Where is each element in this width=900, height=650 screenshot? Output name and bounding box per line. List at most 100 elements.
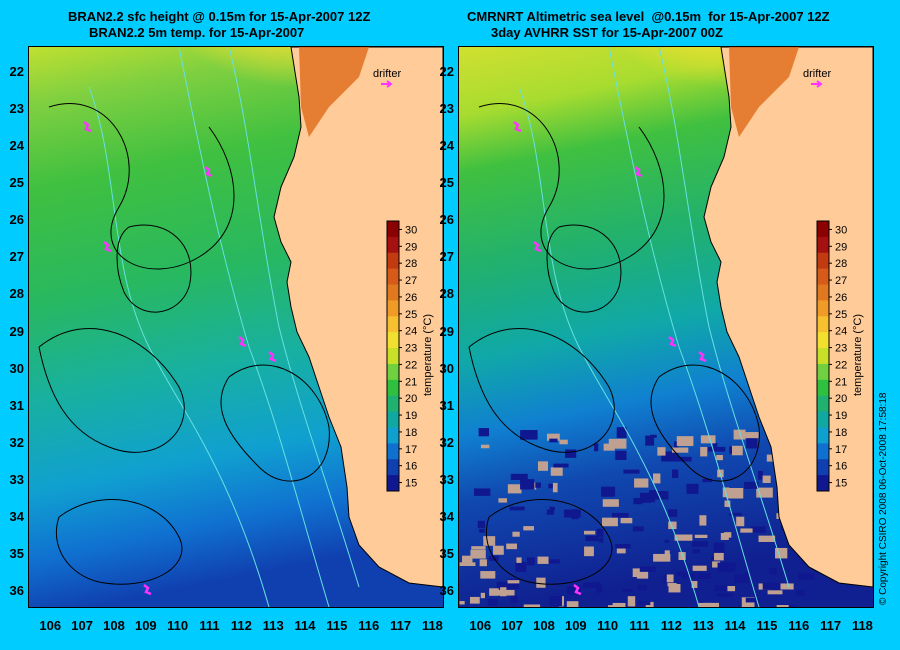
missing-data-pixel	[759, 536, 776, 542]
longitude-label: 112	[655, 618, 687, 633]
colorbar-segment	[817, 396, 829, 412]
missing-data-pixel	[669, 584, 681, 592]
missing-data-pixel	[745, 432, 759, 438]
latitude-label: 31	[432, 398, 454, 413]
colorbar-tick-label: 23	[835, 343, 847, 355]
missing-data-pixel	[653, 473, 660, 483]
colorbar-segment	[817, 443, 829, 459]
missing-data-pixel	[567, 601, 579, 607]
copyright-text: © Copyright CSIRO 2008 06-Oct-2008 17:58…	[878, 393, 889, 606]
colorbar-tick-label: 19	[405, 410, 417, 422]
colorbar-tick-label: 27	[405, 275, 417, 287]
missing-data-pixel	[622, 589, 632, 592]
missing-data-pixel	[594, 443, 598, 451]
missing-data-pixel	[736, 517, 744, 527]
colorbar-tick-label: 21	[405, 376, 417, 388]
missing-data-pixel	[700, 447, 707, 456]
missing-data-pixel	[775, 548, 787, 558]
missing-data-pixel	[746, 598, 760, 603]
missing-data-pixel	[708, 447, 725, 452]
missing-data-pixel	[701, 435, 716, 443]
colorbar-segment	[817, 269, 829, 285]
missing-data-pixel	[459, 601, 464, 604]
latitude-label: 31	[2, 398, 24, 413]
missing-data-pixel	[583, 582, 600, 587]
missing-data-pixel	[628, 596, 635, 606]
latitude-label: 29	[2, 324, 24, 339]
longitude-label: 112	[225, 618, 257, 633]
longitude-label: 108	[98, 618, 130, 633]
missing-data-pixel	[751, 526, 766, 533]
missing-data-pixel	[763, 476, 771, 483]
latitude-label: 22	[2, 64, 24, 79]
missing-data-pixel	[488, 599, 498, 606]
missing-data-pixel	[796, 590, 804, 596]
longitude-label: 118	[416, 618, 448, 633]
missing-data-pixel	[511, 474, 528, 480]
colorbar-tick-label: 28	[835, 258, 847, 270]
latitude-label: 24	[432, 138, 454, 153]
latitude-label: 35	[2, 546, 24, 561]
missing-data-pixel	[553, 483, 558, 492]
missing-data-pixel	[550, 596, 562, 606]
missing-data-pixel	[714, 553, 724, 560]
missing-data-pixel	[553, 464, 568, 468]
colorbar-segment	[387, 427, 399, 443]
missing-data-pixel	[460, 562, 476, 566]
colorbar-segment	[387, 269, 399, 285]
longitude-label: 111	[194, 618, 226, 633]
missing-data-pixel	[716, 455, 723, 460]
missing-data-pixel	[474, 488, 490, 495]
left-sst-map: drifter30292827262524232221201918171615t…	[29, 47, 443, 607]
colorbar-tick-label: 20	[835, 393, 847, 405]
colorbar-tick-label: 29	[835, 241, 847, 253]
missing-data-pixel	[664, 540, 669, 543]
latitude-label: 29	[432, 324, 454, 339]
missing-data-pixel	[471, 546, 485, 549]
colorbar-segment	[387, 380, 399, 396]
missing-data-pixel	[479, 428, 489, 436]
missing-data-pixel	[548, 484, 553, 489]
colorbar-segment	[817, 475, 829, 491]
latitude-label: 25	[2, 175, 24, 190]
missing-data-pixel	[699, 515, 706, 525]
longitude-label: 110	[592, 618, 624, 633]
missing-data-pixel	[718, 563, 736, 573]
colorbar-tick-label: 24	[405, 326, 417, 338]
right-title-line2: 3day AVHRR SST for 15-Apr-2007 00Z	[491, 25, 723, 40]
longitude-label: 113	[257, 618, 289, 633]
missing-data-pixel	[686, 484, 698, 494]
missing-data-pixel	[603, 499, 619, 507]
missing-data-pixel	[724, 532, 731, 538]
right-map-panel: drifter 30 29 28 27 26 25 24 23 22 21 20 19 18 17 16 15 t…	[458, 46, 874, 608]
missing-data-pixel	[520, 479, 534, 489]
missing-data-pixel	[623, 470, 639, 474]
colorbar-tick-label: 26	[405, 292, 417, 304]
latitude-label: 30	[432, 361, 454, 376]
latitude-label: 32	[2, 435, 24, 450]
colorbar-tick-label: 19	[835, 410, 847, 422]
colorbar-segment	[817, 316, 829, 332]
missing-data-pixel	[798, 573, 814, 580]
colorbar-segment	[817, 221, 829, 237]
colorbar-segment	[817, 237, 829, 253]
left-title-line1: BRAN2.2 sfc height @ 0.15m for 15-Apr-20…	[68, 9, 370, 24]
missing-data-pixel	[714, 586, 727, 592]
missing-data-pixel	[677, 436, 694, 446]
colorbar-tick-label: 27	[835, 275, 847, 287]
colorbar-tick-label: 22	[405, 359, 417, 371]
latitude-label: 26	[2, 212, 24, 227]
missing-data-pixel	[640, 567, 656, 572]
missing-data-pixel	[692, 549, 700, 553]
missing-data-pixel	[758, 471, 763, 480]
missing-data-pixel	[768, 590, 783, 594]
missing-data-pixel	[511, 596, 518, 604]
latitude-label: 33	[432, 472, 454, 487]
missing-data-pixel	[515, 562, 526, 572]
longitude-label: 108	[528, 618, 560, 633]
latitude-label: 27	[432, 249, 454, 264]
longitude-label: 107	[496, 618, 528, 633]
missing-data-pixel	[633, 498, 642, 504]
missing-data-pixel	[584, 531, 595, 535]
colorbar-segment	[387, 221, 399, 237]
